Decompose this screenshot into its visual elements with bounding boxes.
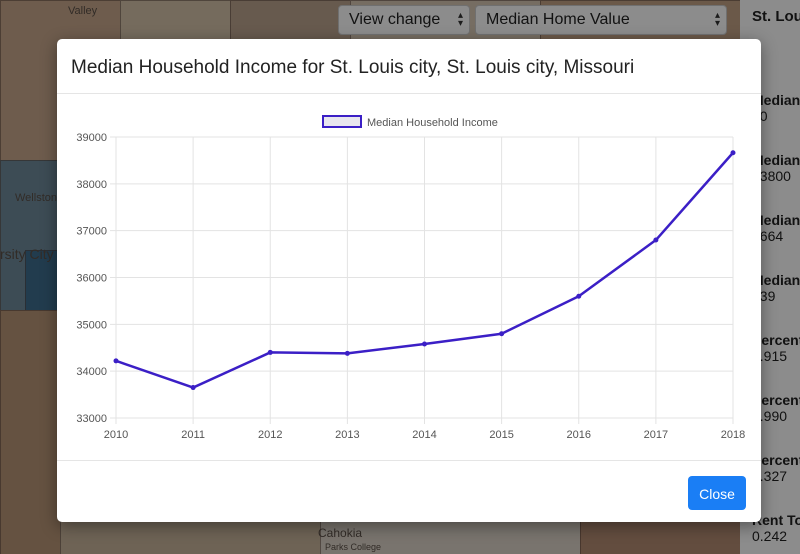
side-panel-item: Rent To 0.242 — [752, 512, 800, 544]
data-point — [344, 350, 350, 356]
legend-swatch — [322, 115, 362, 128]
side-item-label: Median — [752, 152, 800, 168]
data-point — [576, 293, 582, 299]
data-point — [653, 237, 659, 243]
select-arrows-icon: ▴ ▾ — [457, 10, 463, 29]
close-button[interactable]: Close — [688, 476, 746, 510]
data-point — [730, 150, 736, 156]
data-point — [113, 358, 119, 364]
view-select[interactable]: View change ▴ ▾ — [338, 5, 470, 35]
line-chart: 33000 34000 35000 36000 37000 38000 39000 2010 2… — [76, 115, 745, 441]
y-tick-label: 34000 — [76, 366, 107, 378]
x-tick-label: 2016 — [567, 429, 591, 441]
side-item-label: Median — [752, 212, 800, 228]
side-item-label: Median — [752, 92, 800, 108]
variable-select-value: Median Home Value — [486, 11, 630, 28]
side-panel-item: Median 23800 — [752, 152, 800, 184]
side-item-label: Percent — [752, 392, 800, 408]
side-item-value: 23800 — [752, 168, 791, 184]
side-item-value: 0.242 — [752, 528, 788, 544]
y-tick-label: 37000 — [76, 226, 107, 238]
modal-footer: Close — [57, 460, 761, 522]
side-item-label: Rent To — [752, 512, 800, 528]
y-tick-label: 35000 — [76, 319, 107, 331]
x-tick-label: 2018 — [721, 429, 745, 441]
data-point — [267, 349, 273, 355]
side-panel-title: St. Louis — [752, 8, 800, 25]
map-label: Wellston — [15, 192, 57, 204]
y-tick-label: 39000 — [76, 132, 107, 144]
data-point — [422, 341, 427, 347]
chart-container: 33000 34000 35000 36000 37000 38000 39000 2010 2… — [57, 95, 761, 460]
x-tick-label: 2013 — [335, 429, 359, 441]
modal-header: Median Household Income for St. Louis ci… — [57, 39, 761, 94]
x-tick-label: 2017 — [644, 429, 668, 441]
modal-title: Median Household Income for St. Louis ci… — [71, 57, 635, 78]
map-label: Parks College — [325, 542, 382, 552]
x-tick-label: 2012 — [258, 429, 282, 441]
y-tick-label: 33000 — [76, 413, 107, 425]
data-point — [499, 331, 505, 337]
legend-label: Median Household Income — [367, 117, 498, 129]
x-tick-label: 2010 — [104, 429, 128, 441]
side-item-label: Percent — [752, 332, 800, 348]
x-tick-label: 2011 — [181, 429, 205, 441]
map-label: Cahokia — [318, 526, 363, 540]
x-tick-label: 2014 — [412, 429, 436, 441]
side-item-label: Median — [752, 272, 800, 288]
select-arrows-icon: ▴ ▾ — [714, 10, 720, 29]
side-item-label: Percent — [752, 452, 800, 468]
map-label: rsity City — [0, 246, 54, 262]
map-label: Valley — [68, 5, 98, 17]
x-tick-label: 2015 — [489, 429, 513, 441]
view-select-value: View change — [349, 11, 441, 28]
variable-select[interactable]: Median Home Value ▴ ▾ — [475, 5, 727, 35]
chart-modal: Median Household Income for St. Louis ci… — [57, 39, 761, 522]
data-point — [190, 385, 196, 391]
y-tick-label: 38000 — [76, 179, 107, 191]
y-tick-label: 36000 — [76, 273, 107, 285]
